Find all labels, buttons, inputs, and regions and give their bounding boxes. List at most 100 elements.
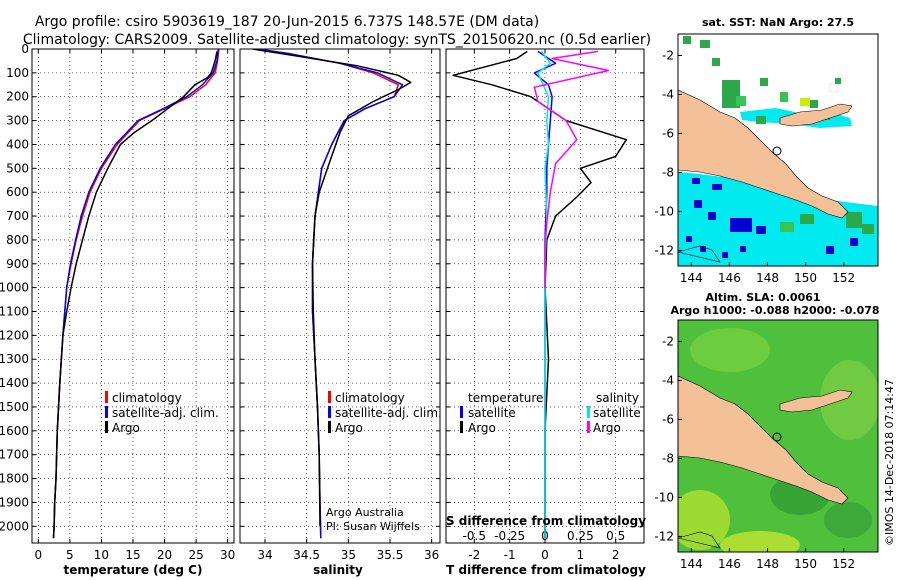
x-tick-label: 35.5: [377, 548, 404, 562]
sst-map-panel: sat. SST: NaN Argo: 27.5: [654, 16, 879, 285]
sla-yellow-patch: [720, 531, 800, 552]
temperature-axis-ticks: 0 5 10 15 20 25 30: [34, 49, 235, 562]
salinity-series: [252, 49, 412, 539]
sla-light-patch: [690, 328, 770, 372]
depth-axis-ticks: 0 100 200 300 400 500 600 700 800 900 1000 1100 1200…: [0, 42, 234, 533]
s-difference-tick-label: -0.5: [463, 529, 486, 543]
depth-tick-label: 1900: [0, 495, 29, 509]
difference-depth-ticks: [446, 48, 644, 527]
sla-land-new-britain: [779, 389, 853, 413]
depth-tick-label: 1700: [0, 448, 29, 462]
x-tick-label: 5: [66, 548, 74, 562]
temperature-axis-label: temperature (deg C): [64, 563, 203, 577]
s-difference-tick-label: 0.5: [606, 529, 625, 543]
sla-land-australia: [678, 531, 721, 549]
depth-tick-label: 1800: [0, 472, 29, 486]
depth-tick-label: 0: [21, 42, 29, 56]
credit-pi: PI: Susan Wijffels: [326, 520, 420, 533]
s-difference-tick-label: 0.25: [567, 529, 594, 543]
depth-tick-label: 200: [6, 90, 29, 104]
depth-tick-label: 300: [6, 114, 29, 128]
legend-s-satellite-label: satellite: [593, 406, 641, 420]
legend-temperature-header: temperature: [468, 391, 543, 405]
sla-land-new-guinea: [678, 375, 849, 505]
legend-climatology-label: climatology: [335, 391, 405, 405]
salinity-legend: climatology satellite-adj. clim. Argo: [328, 391, 442, 435]
legend-climatology-swatch: [328, 391, 331, 403]
series-line-argo: [52, 51, 218, 539]
temperature-series: [52, 49, 220, 539]
lat-tick-label: -10: [654, 204, 674, 218]
lat-tick-label: -8: [662, 451, 674, 465]
series-line-t-argo: [452, 50, 628, 539]
sla-map-title: Altim. SLA: 0.0061: [705, 291, 820, 304]
lon-tick-label: 144: [680, 271, 703, 285]
lon-tick-label: 150: [794, 271, 817, 285]
x-tick-label: 34.5: [293, 548, 320, 562]
sla-argo-position-marker: [772, 432, 782, 442]
sst-land-australia: [678, 245, 721, 263]
depth-tick-label: 2000: [0, 519, 29, 533]
sla-light-patch: [820, 360, 878, 440]
depth-tick-label: 1400: [0, 376, 29, 390]
lon-tick-label: 146: [718, 271, 741, 285]
legend-climatology-swatch: [105, 391, 108, 403]
salinity-plot-frame: [239, 48, 441, 544]
credit-argo-australia: Argo Australia: [326, 506, 404, 519]
depth-tick-label: 1200: [0, 328, 29, 342]
legend-s-argo-swatch: [587, 421, 590, 433]
legend-s-satellite-swatch: [587, 406, 590, 418]
depth-tick-label: 400: [6, 137, 29, 151]
imos-credit: ©IMOS 14-Dec-2018 07:14:47: [883, 379, 896, 546]
x-tick-label: 20: [157, 548, 172, 562]
lat-tick-label: -4: [662, 87, 674, 101]
depth-tick-label: 1000: [0, 281, 29, 295]
sst-argo-position-marker: [772, 146, 782, 156]
legend-climatology-label: climatology: [112, 391, 182, 405]
sla-map-lon-ticks: 144 146 148 150 152: [680, 548, 855, 571]
s-difference-axis-label: S difference from climatology: [446, 514, 646, 528]
lon-tick-label: 146: [718, 557, 741, 571]
x-tick-label: 34: [257, 548, 272, 562]
depth-tick-label: 700: [6, 209, 29, 223]
lon-tick-label: 144: [680, 557, 703, 571]
x-tick-label: -2: [468, 548, 480, 562]
x-tick-label: 2: [612, 548, 620, 562]
salinity-axis-label: salinity: [313, 563, 363, 577]
depth-tick-label: 1300: [0, 352, 29, 366]
sla-yellow-patch: [678, 490, 730, 550]
figure-title-line2: Climatology: CARS2009. Satellite-adjuste…: [23, 32, 651, 48]
x-tick-label: -1: [504, 548, 516, 562]
sst-cyan-swath: [678, 172, 878, 266]
difference-legend: temperature satellite Argo salinity sate…: [460, 391, 641, 435]
difference-series: [452, 50, 628, 539]
legend-satellite-swatch: [328, 406, 331, 418]
legend-s-argo-label: Argo: [593, 421, 621, 435]
sst-map-lon-ticks: 144 146 148 150 152: [680, 262, 855, 285]
legend-argo-label: Argo: [335, 421, 363, 435]
sla-map-lat-ticks: -2 -4 -6 -8 -10 -12: [654, 334, 682, 543]
lon-tick-label: 150: [794, 557, 817, 571]
x-tick-label: 25: [188, 548, 203, 562]
salinity-grid: [240, 48, 440, 543]
x-tick-label: 36: [424, 548, 439, 562]
lat-tick-label: -12: [654, 529, 674, 543]
sla-map-panel: Altim. SLA: 0.0061 Argo h1000: -0.088 h2…: [654, 291, 879, 571]
series-line-argo: [252, 49, 412, 527]
depth-tick-label: 1600: [0, 424, 29, 438]
sst-map-frame: [677, 33, 879, 267]
legend-t-satellite-swatch: [460, 406, 463, 418]
lat-tick-label: -6: [662, 126, 674, 140]
depth-tick-label: 900: [6, 257, 29, 271]
depth-tick-label: 100: [6, 66, 29, 80]
salinity-depth-ticks: [240, 48, 440, 527]
depth-tick-label: 600: [6, 185, 29, 199]
sst-map-title: sat. SST: NaN Argo: 27.5: [702, 16, 854, 29]
figure-title-line1: Argo profile: csiro 5903619_187 20-Jun-2…: [35, 14, 539, 30]
temperature-panel: 0100200300400500600700800900100011001200…: [0, 42, 235, 577]
s-difference-tick-label: -0.25: [494, 529, 525, 543]
sst-land-new-guinea: [678, 89, 849, 219]
series-line-s-argo: [533, 50, 610, 288]
depth-tick-label: 1100: [0, 305, 29, 319]
